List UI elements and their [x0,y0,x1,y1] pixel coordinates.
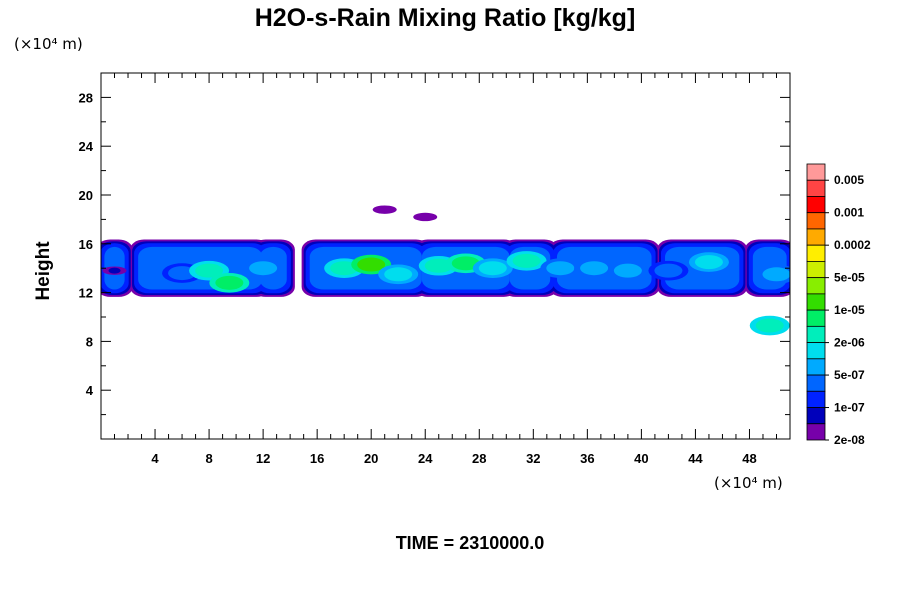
x-tick-label: 32 [526,451,540,466]
cloud-cell [546,261,575,276]
cloud-cell [108,267,121,274]
cloud-cell [424,258,453,273]
y-tick-label: 20 [79,188,93,203]
y-tick-label: 8 [86,334,93,349]
colorbar-swatch [806,325,826,343]
cloud-cell [755,318,784,333]
colorbar-swatch [806,212,826,230]
y-axis: 4 8 12 16 20 24 28 [79,90,790,416]
x-tick-label: 4 [151,451,159,466]
plot-area [101,205,790,336]
colorbar-label: 1e-07 [834,401,865,415]
cloud-cell [613,263,642,278]
colorbar-label: 0.005 [834,173,864,187]
colorbar-swatch [806,390,826,408]
cloud-cell [378,206,391,213]
chart-title: H2O-s-Rain Mixing Ratio [kg/kg] [255,4,636,32]
colorbar-swatch [806,309,826,327]
colorbar-swatch [806,342,826,360]
colorbar-swatch [806,374,826,392]
cloud-cell [478,261,507,276]
colorbar-label: 1e-05 [834,303,865,317]
cloud-cell [654,263,683,278]
colorbar-label: 2e-06 [834,336,865,350]
colorbar-label: 2e-08 [834,433,865,447]
colorbar-swatch [806,358,826,376]
cloud-cell [215,275,244,290]
colorbar-swatch [806,261,826,279]
colorbar-swatch [806,293,826,311]
x-unit-label: (×10⁴ m) [714,474,783,492]
colorbar-label: 0.0002 [834,238,871,252]
y-tick-label: 24 [79,139,94,154]
colorbar-swatch [806,228,826,246]
cloud-cell [357,257,386,272]
x-tick-label: 20 [364,451,378,466]
x-tick-label: 40 [634,451,648,466]
colorbar-swatch [806,407,826,425]
cloud-cells [102,205,790,336]
plot-frame [100,72,791,440]
colorbar: 0.005 0.001 0.0002 5e-05 1e-05 2e-06 5e-07 1e-0… [806,163,871,447]
colorbar-swatch [806,179,826,197]
y-axis-label: Height [33,241,54,301]
x-tick-label: 8 [205,451,212,466]
y-unit-label: (×10⁴ m) [14,35,83,53]
cloud-cell [168,266,197,281]
cloud-cell [330,261,359,276]
cloud-cell [419,213,432,220]
x-axis: 4 8 12 16 20 24 28 32 36 40 44 48 [114,73,777,466]
cloud-cell [512,253,541,268]
cloud-cell [451,256,480,271]
time-label: TIME = 2310000.0 [396,533,545,553]
cloud-cell [384,267,413,282]
colorbar-swatch [806,196,826,214]
x-tick-label: 12 [256,451,270,466]
cloud-cell [762,267,790,282]
cloud-cell [580,261,609,276]
y-tick-label: 4 [86,383,94,398]
x-tick-label: 28 [472,451,486,466]
x-tick-label: 24 [418,451,433,466]
x-tick-label: 48 [742,451,756,466]
x-tick-label: 16 [310,451,324,466]
y-tick-label: 28 [79,90,93,105]
colorbar-label: 0.001 [834,206,864,220]
cloud-cell [249,261,278,276]
colorbar-label: 5e-07 [834,368,865,382]
y-tick-label: 12 [79,286,93,301]
colorbar-swatch [806,244,826,262]
y-tick-label: 16 [79,237,93,252]
x-tick-label: 36 [580,451,594,466]
colorbar-swatch [806,163,826,181]
colorbar-swatch [806,277,826,295]
colorbar-label: 5e-05 [834,271,865,285]
x-tick-label: 44 [688,451,703,466]
cloud-cell [195,263,224,278]
colorbar-swatch [806,423,826,441]
cloud-cell [694,255,723,270]
